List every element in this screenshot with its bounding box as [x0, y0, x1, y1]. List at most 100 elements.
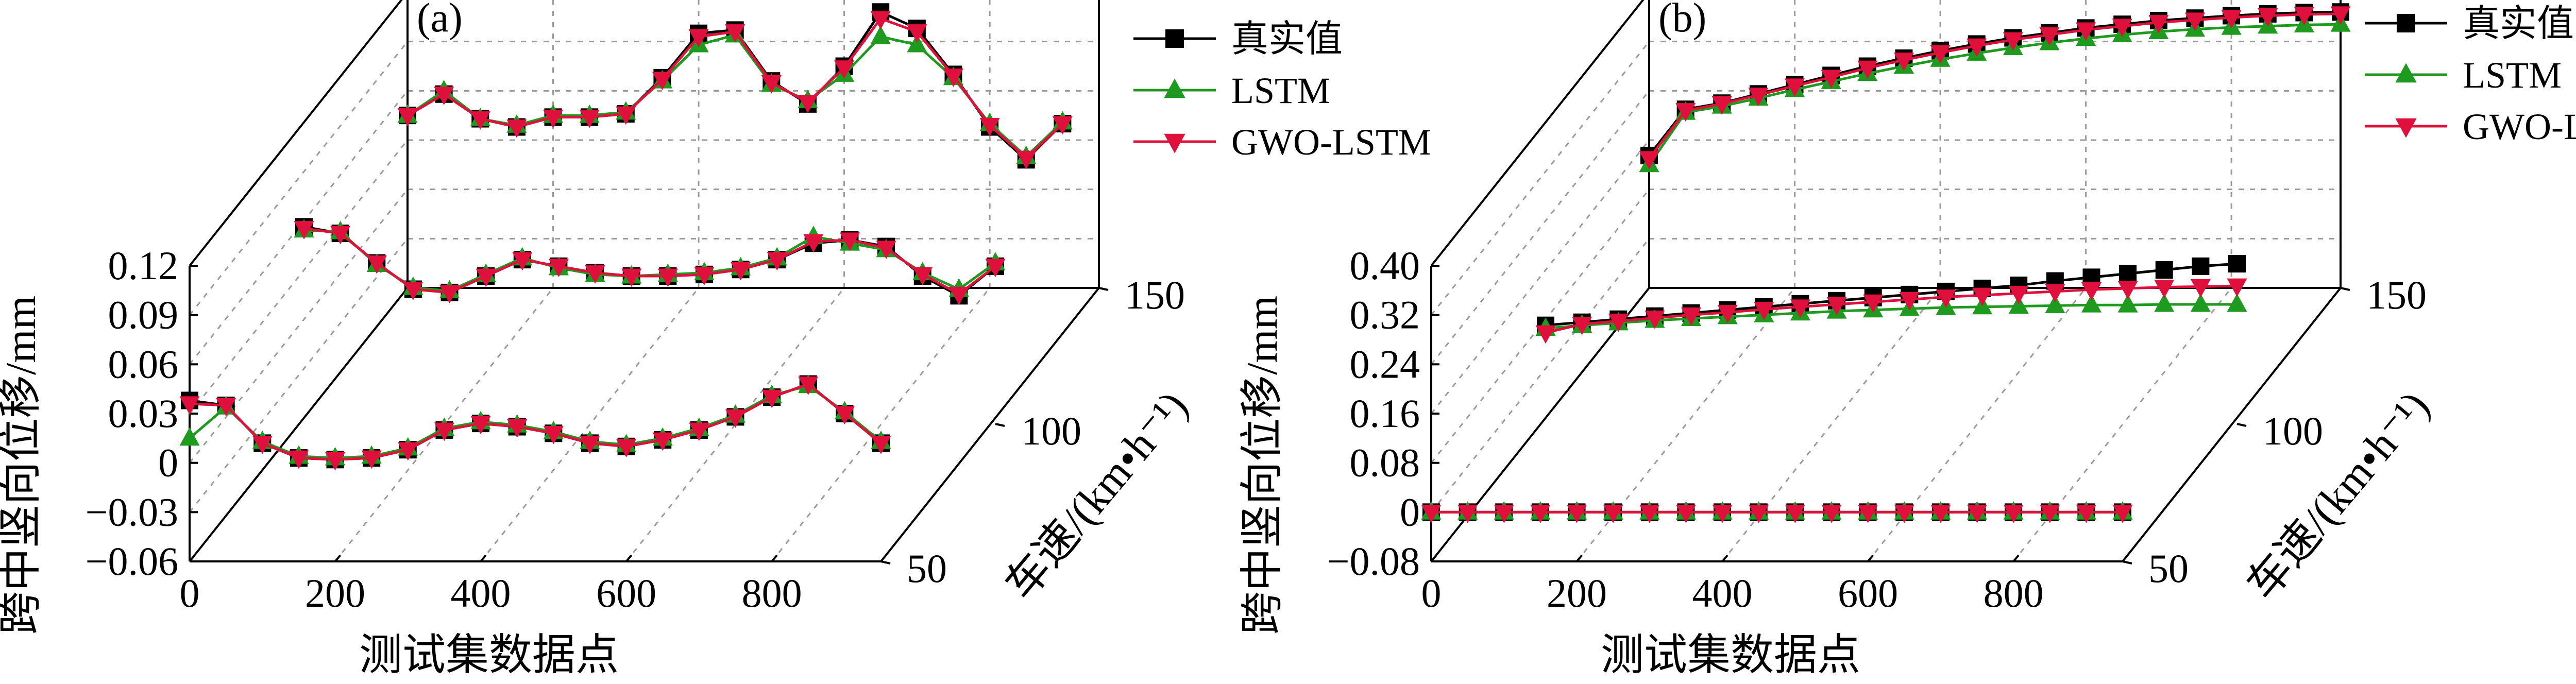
data-point — [2258, 8, 2278, 27]
data-point — [1821, 70, 1841, 89]
data-point — [1639, 504, 1660, 523]
data-point — [2039, 27, 2060, 46]
data-point — [1784, 78, 1805, 97]
data-point — [1790, 299, 1810, 318]
data-point — [2227, 278, 2247, 297]
data-point — [761, 389, 782, 408]
data-point — [871, 435, 891, 454]
data-point — [657, 268, 678, 287]
axes-box — [189, 0, 1109, 565]
y-tick-label: −0.03 — [86, 489, 179, 534]
data-point — [1936, 289, 1956, 308]
data-point — [2112, 19, 2132, 38]
data-point — [1530, 504, 1551, 523]
data-point — [1748, 88, 1769, 106]
data-point — [507, 419, 528, 438]
data-point — [616, 439, 637, 458]
data-point — [1052, 116, 1073, 135]
data-point — [2117, 281, 2138, 300]
gridline — [1430, 90, 1650, 365]
data-point — [2227, 293, 2247, 312]
data-point — [1458, 504, 1478, 523]
z-tick-label: 150 — [1125, 272, 1185, 317]
gridline — [1430, 41, 1650, 316]
y-tick-label: 0.09 — [108, 293, 179, 337]
panel-label: (b) — [1658, 0, 1706, 41]
data-point — [2076, 504, 2096, 523]
data-point — [1711, 96, 1732, 115]
data-point — [1967, 38, 1987, 57]
data-point — [2330, 6, 2351, 25]
data-point — [2008, 295, 2029, 314]
data-point — [2228, 255, 2246, 273]
data-point — [1967, 504, 1988, 523]
data-point — [2192, 257, 2210, 275]
legend-label: 真实值 — [1231, 19, 1343, 60]
y-tick-label: 0.08 — [1350, 440, 1420, 485]
data-point — [2190, 279, 2211, 298]
data-point — [1603, 504, 1623, 523]
data-point — [1858, 504, 1878, 523]
data-point — [2221, 10, 2242, 29]
data-point — [1681, 307, 1702, 326]
y-tick-label: 0.06 — [108, 341, 179, 386]
data-point — [621, 268, 642, 287]
data-point — [476, 268, 496, 287]
data-point — [2117, 294, 2138, 313]
data-point — [761, 75, 782, 94]
gridline — [189, 140, 409, 414]
axis-line — [1430, 0, 1645, 267]
gridline — [1430, 140, 1650, 414]
x-tick — [625, 554, 633, 562]
data-point — [2294, 7, 2314, 26]
slice-150 — [1639, 3, 2351, 173]
data-point — [876, 241, 896, 260]
data-point — [1857, 60, 1878, 79]
data-point — [2003, 32, 2023, 51]
data-point — [580, 435, 600, 454]
data-point — [689, 422, 709, 441]
legend-label: LSTM — [1231, 70, 1330, 111]
y-axis-title: 跨中竖向位移/mm — [0, 296, 45, 635]
x-tick — [480, 554, 487, 562]
z-tick — [2236, 423, 2247, 427]
data-point — [731, 262, 751, 281]
x-tick-label: 600 — [596, 571, 656, 615]
data-point — [294, 221, 314, 240]
gridline — [1430, 238, 1650, 513]
data-point — [548, 259, 569, 278]
data-point — [1972, 287, 1993, 306]
data-point — [2081, 282, 2102, 301]
y-tick-label: 0.24 — [1350, 341, 1420, 386]
data-point — [1826, 297, 1847, 316]
legend-label: 真实值 — [2463, 3, 2574, 44]
data-point — [1639, 151, 1659, 170]
data-point — [1421, 504, 1442, 523]
data-point — [688, 29, 709, 48]
data-point — [839, 232, 860, 251]
data-point — [1899, 292, 1920, 311]
data-point — [1016, 150, 1037, 169]
data-point — [870, 25, 891, 44]
data-point — [694, 267, 715, 286]
y-tick-label: −0.08 — [1327, 539, 1420, 584]
data-point — [397, 108, 418, 127]
axis-line — [880, 287, 1100, 562]
gridline — [189, 238, 409, 513]
data-point — [1894, 504, 1914, 523]
data-point — [1165, 29, 1184, 48]
data-point — [943, 69, 964, 87]
panel-label: (a) — [417, 0, 463, 41]
data-point — [2119, 265, 2137, 283]
data-point — [616, 106, 636, 125]
data-point — [1535, 325, 1556, 344]
data-point — [512, 252, 533, 271]
data-point — [1821, 504, 1842, 523]
data-point — [834, 406, 855, 425]
data-point — [1930, 504, 1951, 523]
data-point — [216, 398, 236, 417]
z-tick-label: 50 — [2148, 546, 2189, 591]
data-point — [506, 119, 527, 138]
x-tick-label: 600 — [1838, 571, 1898, 615]
data-point — [1164, 133, 1185, 153]
